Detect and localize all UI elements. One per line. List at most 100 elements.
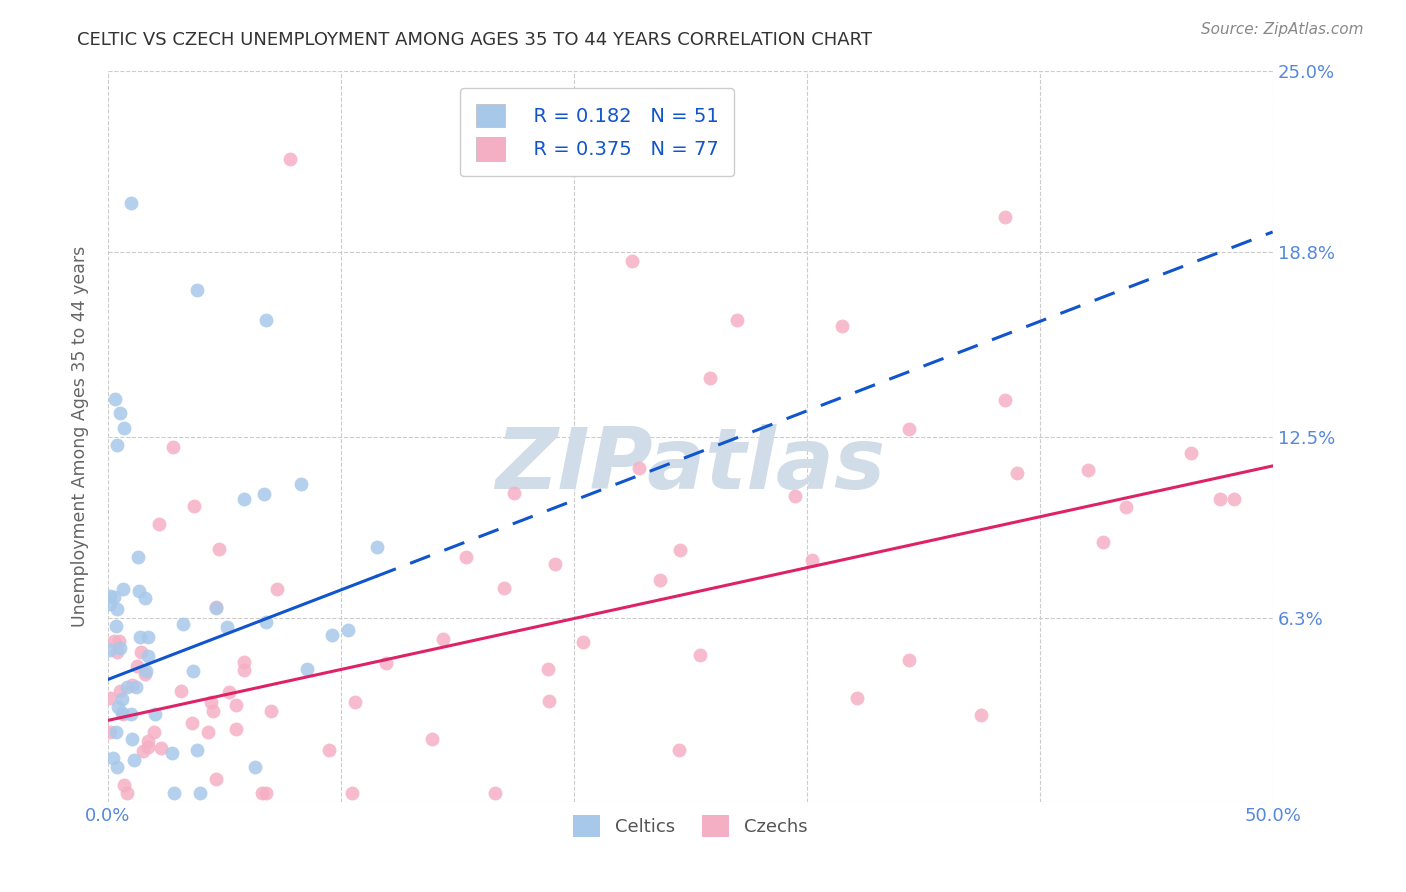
Point — [112, 421, 135, 435]
Point — [197, 725, 219, 739]
Point — [111, 692, 134, 706]
Point — [1007, 466, 1029, 480]
Point — [225, 698, 247, 712]
Point — [243, 760, 266, 774]
Point — [831, 318, 853, 333]
Point — [115, 787, 138, 801]
Point — [725, 312, 748, 326]
Point — [186, 742, 208, 756]
Point — [190, 787, 212, 801]
Point — [898, 422, 921, 436]
Point — [225, 722, 247, 736]
Point — [1223, 491, 1246, 506]
Point — [254, 312, 277, 326]
Point — [163, 787, 186, 801]
Point — [108, 640, 131, 655]
Point — [205, 601, 228, 615]
Point — [233, 655, 256, 669]
Point — [537, 694, 560, 708]
Point — [994, 393, 1017, 408]
Point — [254, 787, 277, 801]
Point — [375, 656, 398, 670]
Point — [105, 438, 128, 452]
Point — [494, 581, 516, 595]
Point — [321, 627, 343, 641]
Point — [136, 630, 159, 644]
Point — [627, 461, 650, 475]
Point — [215, 619, 238, 633]
Point — [105, 724, 128, 739]
Point — [1077, 463, 1099, 477]
Point — [621, 254, 644, 268]
Point — [98, 690, 121, 705]
Point — [108, 684, 131, 698]
Point — [112, 582, 135, 596]
Point — [112, 778, 135, 792]
Point — [105, 645, 128, 659]
Point — [994, 211, 1017, 225]
Point — [297, 662, 319, 676]
Point — [183, 500, 205, 514]
Point — [135, 664, 157, 678]
Point — [233, 491, 256, 506]
Y-axis label: Unemployment Among Ages 35 to 44 years: Unemployment Among Ages 35 to 44 years — [72, 246, 89, 627]
Point — [104, 392, 127, 406]
Point — [250, 787, 273, 801]
Point — [456, 549, 478, 564]
Point — [111, 706, 134, 720]
Point — [432, 632, 454, 647]
Point — [121, 678, 143, 692]
Point — [148, 517, 170, 532]
Point — [208, 541, 231, 556]
Point — [105, 602, 128, 616]
Point — [801, 553, 824, 567]
Point — [668, 742, 690, 756]
Point — [204, 600, 226, 615]
Point — [253, 486, 276, 500]
Point — [254, 615, 277, 629]
Point — [181, 665, 204, 679]
Point — [100, 725, 122, 739]
Point — [136, 739, 159, 754]
Legend: Celtics, Czechs: Celtics, Czechs — [567, 808, 814, 845]
Point — [1209, 491, 1232, 506]
Point — [125, 680, 148, 694]
Point — [127, 549, 149, 564]
Point — [122, 753, 145, 767]
Point — [98, 597, 121, 611]
Point — [218, 685, 240, 699]
Point — [544, 558, 567, 572]
Point — [105, 760, 128, 774]
Point — [1092, 534, 1115, 549]
Point — [107, 700, 129, 714]
Point — [783, 489, 806, 503]
Point — [170, 683, 193, 698]
Point — [484, 787, 506, 801]
Point — [200, 695, 222, 709]
Point — [103, 634, 125, 648]
Point — [845, 690, 868, 705]
Point — [503, 486, 526, 500]
Point — [266, 582, 288, 596]
Point — [898, 653, 921, 667]
Point — [129, 645, 152, 659]
Point — [181, 715, 204, 730]
Point — [970, 707, 993, 722]
Point — [162, 746, 184, 760]
Point — [318, 743, 340, 757]
Point — [121, 732, 143, 747]
Point — [366, 540, 388, 554]
Point — [98, 590, 121, 604]
Point — [344, 695, 367, 709]
Point — [120, 195, 142, 210]
Point — [129, 631, 152, 645]
Point — [103, 590, 125, 604]
Point — [127, 659, 149, 673]
Point — [98, 643, 121, 657]
Point — [120, 706, 142, 721]
Point — [278, 152, 301, 166]
Point — [101, 751, 124, 765]
Text: Source: ZipAtlas.com: Source: ZipAtlas.com — [1201, 22, 1364, 37]
Point — [337, 623, 360, 637]
Point — [134, 591, 156, 605]
